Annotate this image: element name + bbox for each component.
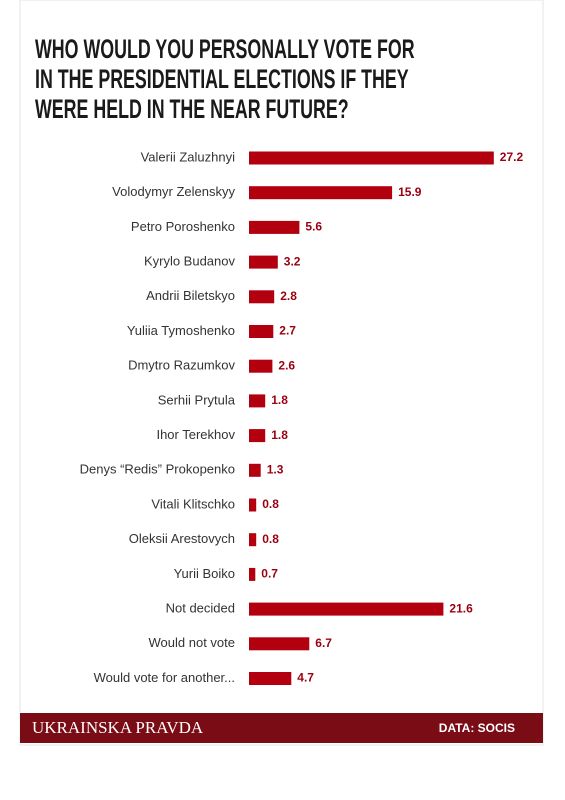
category-label: Vitali Klitschko (151, 496, 235, 511)
value-label: 0.7 (261, 567, 278, 581)
source: DATA: SOCIS (439, 721, 515, 735)
category-label: Would not vote (149, 635, 235, 650)
bar (249, 498, 257, 512)
card (19, 0, 544, 746)
value-label: 5.6 (305, 220, 322, 234)
value-label: 6.7 (315, 636, 332, 650)
category-label: Volodymyr Zelenskyy (112, 184, 235, 199)
bar (249, 394, 266, 408)
value-label: 21.6 (449, 601, 473, 615)
category-label: Dmytro Razumkov (128, 358, 235, 373)
category-label: Denys “Redis” Prokopenko (80, 462, 235, 477)
category-label: Would vote for another... (94, 670, 235, 685)
category-label: Not decided (166, 601, 235, 616)
value-label: 0.8 (262, 497, 279, 511)
category-label: Kyrylo Budanov (144, 254, 236, 269)
bar (249, 429, 266, 443)
bar (249, 637, 310, 651)
bar (249, 672, 292, 685)
value-label: 27.2 (500, 150, 524, 164)
category-label: Valerii Zaluzhnyi (141, 149, 236, 164)
bar (249, 463, 261, 477)
title-group: WHO WOULD YOU PERSONALLY VOTE FOR IN THE… (35, 33, 415, 124)
bar (249, 533, 257, 547)
category-label: Yurii Boiko (174, 566, 235, 581)
value-label: 0.8 (262, 532, 279, 546)
category-label: Oleksii Arestovych (129, 531, 235, 546)
category-label: Andrii Biletskyo (146, 288, 235, 303)
category-label: Serhii Prytula (158, 392, 236, 407)
bar (249, 602, 444, 616)
bar (249, 290, 275, 304)
chart-title: IN THE PRESIDENTIAL ELECTIONS IF THEY (35, 63, 409, 94)
bar (249, 220, 300, 234)
bar (249, 255, 278, 269)
brand: UKRAINSKA PRAVDA (32, 718, 204, 737)
bar (249, 325, 274, 338)
category-label: Petro Poroshenko (131, 219, 235, 234)
category-label: Yuliia Tymoshenko (127, 323, 235, 338)
value-label: 1.8 (271, 393, 288, 407)
value-label: 15.9 (398, 185, 422, 199)
chart-title: WERE HELD IN THE NEAR FUTURE? (35, 93, 349, 124)
value-label: 2.8 (280, 289, 297, 303)
category-label: Ihor Terekhov (156, 427, 235, 442)
value-label: 4.7 (297, 671, 314, 685)
value-label: 1.3 (267, 462, 284, 476)
value-label: 2.7 (279, 324, 296, 338)
bar (249, 567, 256, 581)
value-label: 1.8 (271, 428, 288, 442)
bar (249, 359, 273, 373)
value-label: 3.2 (284, 254, 301, 268)
footer (20, 713, 543, 743)
chart-title: WHO WOULD YOU PERSONALLY VOTE FOR (35, 33, 415, 64)
bar (249, 186, 393, 200)
bar (249, 151, 494, 165)
value-label: 2.6 (278, 358, 295, 372)
